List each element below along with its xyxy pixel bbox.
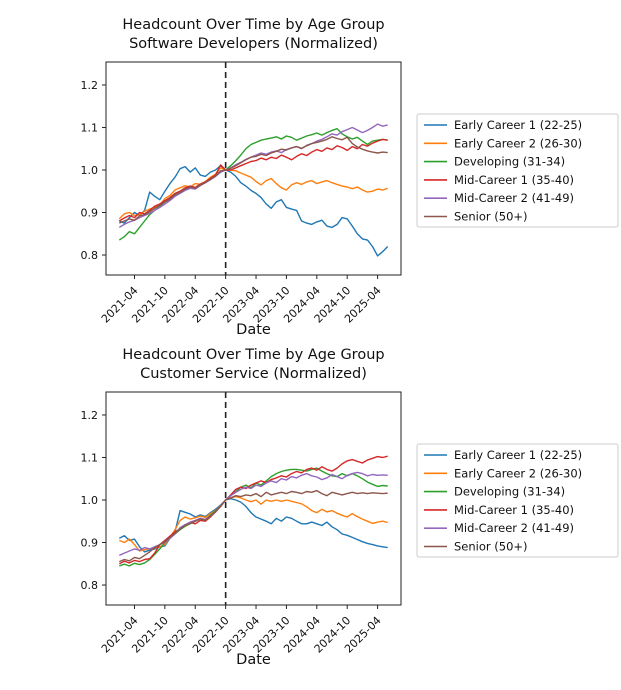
y-tick-label: 1.0 — [81, 494, 99, 507]
legend-label: Mid-Career 2 (41-49) — [454, 521, 574, 535]
legend-label: Mid-Career 1 (35-40) — [454, 503, 574, 517]
plot-border — [105, 61, 402, 276]
legend-label: Senior (50+) — [454, 210, 528, 224]
y-tick-label: 1.1 — [81, 121, 99, 134]
chart-line-early-career-2-26-30 — [118, 167, 388, 220]
plot-border — [105, 391, 402, 606]
legend-label: Early Career 2 (26-30) — [454, 466, 582, 480]
legend-label: Developing (31-34) — [454, 485, 565, 499]
chart-line-early-career-1-22-25 — [119, 164, 389, 257]
legend-box — [416, 113, 619, 228]
legend-label: Mid-Career 1 (35-40) — [454, 173, 574, 187]
legend-label: Senior (50+) — [454, 540, 528, 554]
chart-software-developers: 0.80.91.01.11.22021-042021-102022-042022… — [81, 61, 619, 326]
y-tick-label: 0.9 — [81, 537, 99, 550]
chart-line-early-career-2-26-30 — [119, 495, 388, 552]
chart-line-senior-50 — [119, 136, 388, 224]
chart-line-early-career-1-22-25 — [118, 497, 388, 553]
y-tick-label: 1.1 — [81, 451, 99, 464]
y-tick-label: 1.2 — [81, 409, 99, 422]
chart-line-mid-career-1-35-40 — [118, 455, 388, 565]
legend-box — [416, 443, 619, 558]
chart-line-senior-50 — [119, 489, 388, 563]
chart-customer-service: 0.80.91.01.11.22021-042021-102022-042022… — [81, 391, 619, 656]
y-tick-label: 1.0 — [81, 164, 99, 177]
legend-label: Early Career 2 (26-30) — [454, 136, 582, 150]
y-tick-label: 0.8 — [81, 579, 99, 592]
legend-label: Early Career 1 (22-25) — [454, 118, 582, 132]
y-tick-label: 0.9 — [81, 207, 99, 220]
y-tick-label: 1.2 — [81, 79, 99, 92]
legend-label: Early Career 1 (22-25) — [454, 448, 582, 462]
y-tick-label: 0.8 — [81, 249, 99, 262]
legend-label: Developing (31-34) — [454, 155, 565, 169]
legend-label: Mid-Career 2 (41-49) — [454, 191, 574, 205]
chart-line-mid-career-1-35-40 — [118, 138, 388, 222]
